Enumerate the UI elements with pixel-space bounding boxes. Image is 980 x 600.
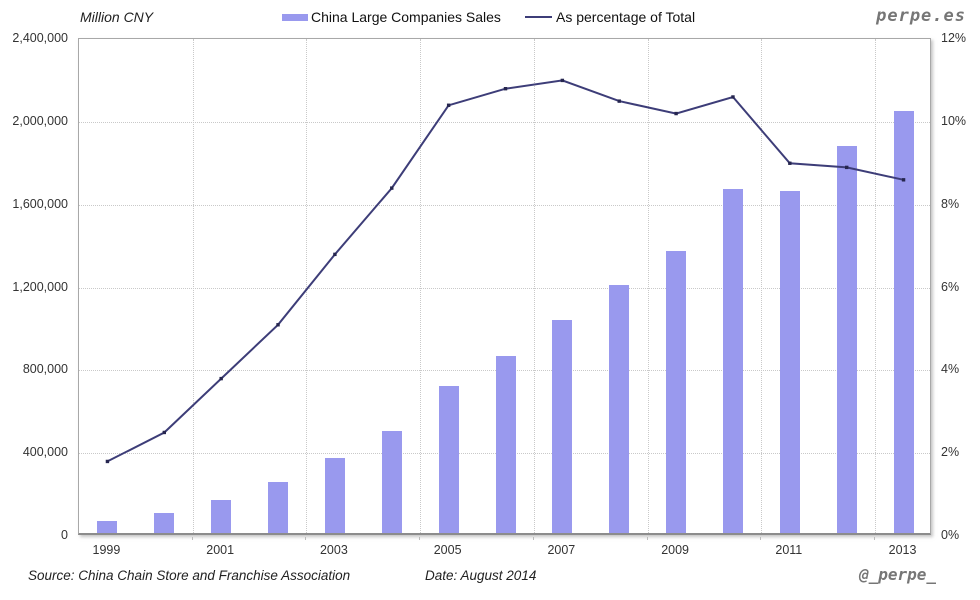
y-tick-left: 0 [61, 528, 68, 542]
x-tick-2001: 2001 [206, 543, 235, 557]
date-note: Date: August 2014 [425, 568, 537, 583]
y-tick-left: 400,000 [22, 445, 68, 460]
x-tick-2005: 2005 [433, 543, 462, 557]
gridline-v [875, 39, 877, 533]
gridline-h [79, 204, 930, 206]
legend-item-percentage: As percentage of Total [525, 8, 695, 26]
bar-2001 [211, 499, 232, 533]
percentage-line [106, 79, 904, 463]
y-tick-right: 0% [941, 528, 960, 542]
gridline-h [79, 287, 930, 289]
y-tick-left: 2,400,000 [12, 31, 68, 45]
bar-2002 [268, 482, 289, 533]
y-tick-left: 800,000 [22, 362, 68, 377]
twitter-handle: @_perpe_ [858, 565, 936, 584]
y-tick-right: 6% [941, 279, 960, 294]
x-axis-tick [874, 537, 876, 540]
x-axis-tick [305, 537, 307, 540]
bar-2013 [893, 110, 914, 533]
gridline-v [192, 39, 194, 533]
y-tick-right: 2% [941, 445, 960, 460]
bar-swatch-icon [282, 13, 308, 21]
source-note: Source: China Chain Store and Franchise … [28, 568, 351, 583]
brand-logo: perpe.es [876, 6, 966, 26]
x-axis-tick [191, 537, 193, 540]
line-marker-2010 [731, 95, 735, 99]
legend-label-sales: China Large Companies Sales [311, 9, 501, 25]
gridline-v [647, 39, 649, 533]
bar-2004 [381, 430, 402, 533]
line-marker-2005 [446, 103, 451, 107]
y-tick-right: 10% [941, 113, 967, 128]
bar-2007 [552, 319, 573, 533]
line-marker-2011 [788, 161, 792, 165]
x-axis-tick [760, 537, 762, 540]
bar-2005 [438, 385, 459, 533]
line-marker-2012 [845, 165, 849, 170]
y-tick-right: 8% [941, 196, 960, 211]
gridline-v [306, 39, 308, 533]
line-marker-2013 [901, 178, 906, 182]
x-tick-2003: 2003 [319, 543, 348, 557]
x-tick-1999: 1999 [92, 543, 121, 557]
y-tick-left: 1,200,000 [12, 279, 68, 294]
gridline-v [533, 39, 535, 533]
left-axis-title: Million CNY [80, 9, 154, 25]
bar-2000 [154, 513, 175, 533]
bar-2012 [836, 145, 857, 533]
line-marker-2007 [560, 78, 565, 83]
x-axis-tick [646, 537, 648, 540]
bar-1999 [97, 520, 118, 533]
percentage-line-layer [105, 78, 906, 464]
x-tick-2009: 2009 [661, 543, 689, 557]
y-tick-left: 1,600,000 [12, 196, 68, 211]
line-marker-2006 [503, 87, 508, 91]
line-marker-2008 [617, 99, 621, 103]
bar-2003 [324, 458, 345, 533]
gridline-v [420, 39, 422, 533]
line-marker-2000 [162, 430, 166, 435]
gridline-v [761, 39, 763, 533]
x-tick-2011: 2011 [775, 543, 803, 557]
bar-2009 [666, 251, 687, 533]
line-swatch-icon [525, 16, 552, 18]
x-axis-tick [419, 537, 421, 540]
x-axis-tick [532, 537, 534, 540]
bar-2006 [495, 355, 516, 533]
y-tick-right: 12% [941, 31, 967, 45]
y-tick-left: 2,000,000 [12, 113, 68, 128]
line-marker-1999 [105, 459, 110, 464]
plot-area [78, 38, 931, 535]
line-marker-2003 [333, 252, 337, 257]
y-tick-right: 4% [941, 362, 960, 377]
x-tick-2007: 2007 [547, 543, 576, 557]
legend-label-percentage: As percentage of Total [556, 9, 696, 25]
line-marker-2002 [276, 323, 280, 327]
line-marker-2004 [390, 186, 394, 190]
bar-2010 [722, 189, 743, 533]
line-marker-2009 [674, 111, 678, 116]
bar-2008 [609, 284, 630, 533]
x-tick-2013: 2013 [888, 543, 917, 557]
bar-2011 [779, 191, 800, 533]
line-marker-2001 [219, 376, 223, 381]
legend-item-sales: China Large Companies Sales [282, 8, 501, 26]
gridline-h [79, 121, 930, 123]
